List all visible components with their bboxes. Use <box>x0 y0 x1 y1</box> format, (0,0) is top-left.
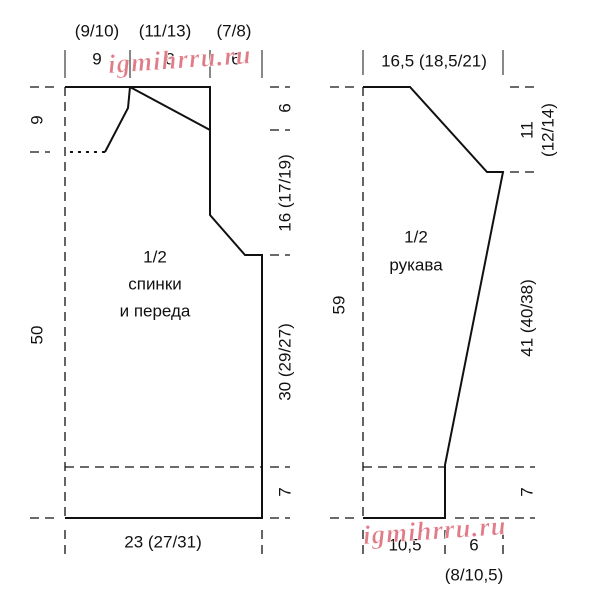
dim: 10,5 <box>388 535 421 554</box>
dim: 6 <box>469 535 478 554</box>
watermark: igmihrru.ru <box>107 39 253 79</box>
dim: 59 <box>329 296 348 315</box>
label: 1/2 <box>143 247 167 266</box>
dim: 6 <box>275 103 294 112</box>
watermark: igmihrru.ru <box>362 510 508 550</box>
dim: 50 <box>27 326 46 345</box>
body-outline <box>30 50 290 555</box>
dim: (9/10) <box>75 21 119 40</box>
dim: 7 <box>275 487 294 496</box>
dim: (11/13) <box>139 21 192 40</box>
dim: 9 <box>92 49 101 68</box>
dim: (7/8) <box>217 21 252 40</box>
dim: 23 (27/31) <box>124 532 202 551</box>
dim: 16 (17/19) <box>275 154 294 232</box>
dim: 8 <box>165 49 174 68</box>
dim: 16,5 (18,5/21) <box>381 51 487 70</box>
dim: 6 <box>231 49 240 68</box>
label: 1/2 <box>404 227 428 246</box>
dim: 41 (40/38) <box>517 279 536 357</box>
dim: 11 <box>517 121 536 139</box>
dim: (8/10,5) <box>445 565 504 584</box>
label: спинки <box>128 274 182 293</box>
dim: (12/14) <box>538 103 557 157</box>
dim: 9 <box>27 115 46 124</box>
dim: 30 (29/27) <box>275 323 294 401</box>
label: рукава <box>389 255 443 274</box>
dim: 7 <box>517 487 536 496</box>
label: и переда <box>120 301 191 320</box>
sleeve-outline <box>330 50 535 555</box>
